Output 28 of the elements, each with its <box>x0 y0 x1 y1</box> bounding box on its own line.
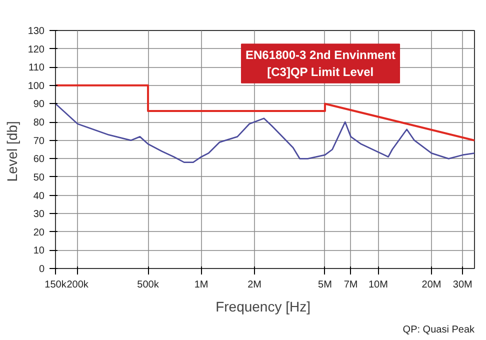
x-tick-label: 500k <box>137 280 160 290</box>
y-tick-label: 20 <box>33 227 45 238</box>
x-tick-label: 30M <box>452 280 472 290</box>
y-tick-label: 60 <box>33 154 45 166</box>
y-tick-label: 30 <box>33 209 45 220</box>
x-axis-title: Frequency [Hz] <box>216 298 311 314</box>
annotation: EN61800-3 2nd Envinment [C3]QP Limit Level <box>245 48 396 79</box>
y-tick-label: 100 <box>28 80 45 92</box>
x-tick-label: 5M <box>318 280 332 290</box>
x-tick-label: 150k <box>44 280 68 290</box>
x-tick-label: 20M <box>422 280 442 290</box>
y-tick-label: 90 <box>33 99 45 110</box>
x-tick-label: 2M <box>248 280 262 290</box>
y-tick-label: 40 <box>33 190 45 202</box>
y-tick-label: 70 <box>33 136 45 147</box>
text: QP: Quasi Peak <box>402 324 476 336</box>
y-tick-label: 120 <box>28 44 45 56</box>
y-tick-label: 50 <box>33 172 45 184</box>
x-tick-label: 10M <box>368 280 388 290</box>
y-tick-label: 10 <box>33 246 45 257</box>
y-axis-title: Level [db] <box>4 121 20 182</box>
y-tick-label: 80 <box>33 118 45 129</box>
x-tick-label: 200k <box>66 280 90 290</box>
x-tick-label: 7M <box>344 280 358 290</box>
x-tick-label: 1M <box>194 280 208 290</box>
y-tick-label: 130 <box>28 26 45 37</box>
y-tick-label: 110 <box>28 62 45 74</box>
y-tick-label: 0 <box>38 264 45 275</box>
